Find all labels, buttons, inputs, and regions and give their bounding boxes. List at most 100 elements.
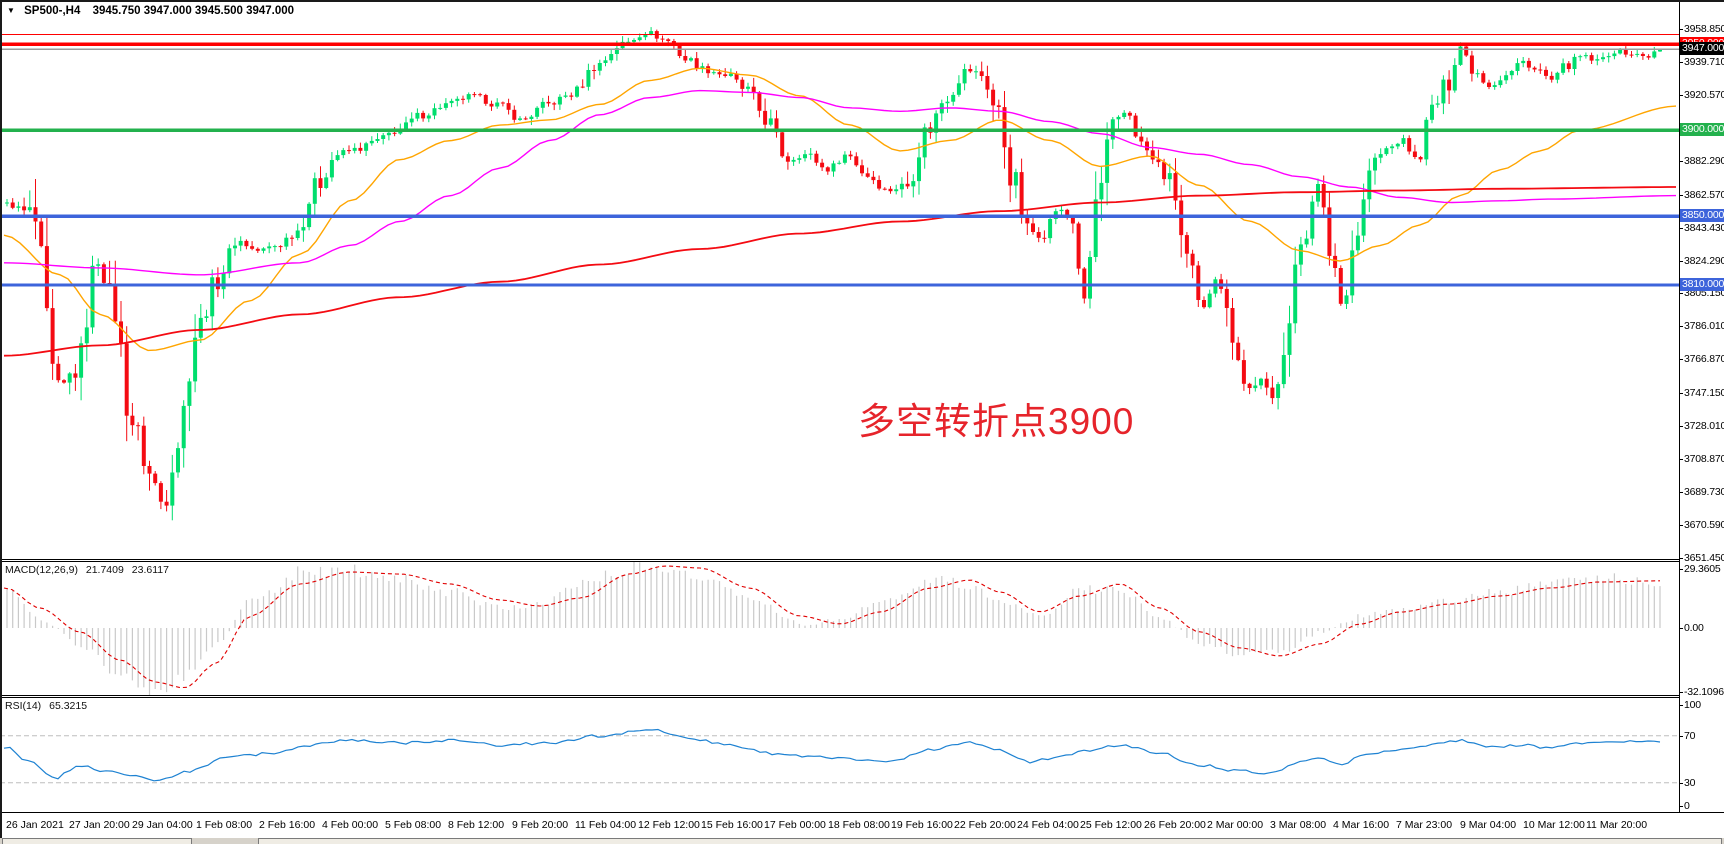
- candle-body: [1093, 199, 1098, 257]
- candle-body: [1498, 80, 1503, 86]
- candle-body: [1247, 383, 1252, 388]
- candle-body: [723, 74, 728, 76]
- candle-body: [728, 73, 733, 76]
- candle-body: [1583, 55, 1588, 57]
- ohlc-values: 3945.750 3947.000 3945.500 3947.000: [92, 5, 295, 17]
- candle-body: [341, 150, 346, 156]
- time-axis-label: 25 Feb 12:00: [1080, 819, 1142, 831]
- macd-panel-svg[interactable]: [0, 561, 1679, 695]
- candle-body: [73, 373, 78, 378]
- candle-body: [181, 405, 186, 449]
- candle-body: [1509, 71, 1514, 76]
- time-axis-label: 2 Mar 00:00: [1207, 819, 1264, 831]
- candle-body: [734, 73, 739, 80]
- candle-body: [814, 153, 819, 163]
- macd-signal-line: [3, 565, 1661, 689]
- candle-body: [649, 31, 654, 35]
- candle-body: [1487, 82, 1491, 87]
- candle-body: [962, 69, 967, 84]
- panel-separator: [0, 561, 1679, 562]
- candle-body: [1184, 235, 1189, 254]
- window-border-top: [0, 0, 1724, 2]
- candle-body: [1532, 67, 1537, 70]
- candle-body: [1298, 244, 1303, 265]
- candle-body: [888, 188, 893, 192]
- candle-body: [506, 103, 511, 110]
- candle-body: [1224, 288, 1229, 308]
- candle-body: [1167, 173, 1172, 180]
- candle-body: [917, 157, 921, 182]
- candle-body: [478, 94, 483, 96]
- candle-body: [255, 248, 260, 251]
- time-axis-border: [0, 812, 1724, 813]
- time-axis-label: 12 Feb 12:00: [638, 819, 700, 831]
- candle-body: [848, 154, 853, 157]
- candle-body: [1526, 60, 1531, 68]
- rsi-panel-svg[interactable]: [0, 697, 1679, 812]
- rsi-line: [3, 728, 1661, 782]
- candle-body: [375, 139, 380, 141]
- candle-body: [16, 206, 21, 208]
- candle-body: [1492, 85, 1497, 87]
- rsi-label: RSI(14): [5, 700, 42, 712]
- candle-body: [1173, 173, 1178, 201]
- candle-body: [894, 189, 899, 192]
- candle-body: [164, 501, 169, 506]
- axis-tick-mark: [1679, 569, 1683, 570]
- candle-body: [529, 116, 534, 119]
- axis-tick-mark: [1679, 62, 1683, 63]
- candle-body: [364, 143, 369, 151]
- candle-body: [518, 118, 522, 120]
- candle-body: [1601, 57, 1605, 60]
- candle-body: [324, 177, 329, 188]
- axis-tick-mark: [1679, 692, 1683, 693]
- candle-body: [774, 118, 779, 133]
- candle-body: [176, 448, 180, 473]
- candle-body: [1418, 157, 1423, 160]
- price-chart-svg[interactable]: [0, 2, 1679, 559]
- candle-body: [432, 108, 437, 116]
- candle-body: [956, 83, 961, 95]
- candle-body: [808, 153, 813, 155]
- time-axis-label: 4 Mar 16:00: [1333, 819, 1390, 831]
- axis-tick-mark: [1679, 261, 1683, 262]
- candles-layer: [5, 27, 1662, 521]
- candle-body: [666, 39, 671, 41]
- candle-body: [96, 264, 101, 266]
- panel-separator: [0, 697, 1679, 698]
- price-badge: 3900.000: [1680, 123, 1724, 136]
- candle-body: [1561, 63, 1566, 73]
- macd-axis-label: -32.1096: [1684, 686, 1724, 698]
- axis-tick-mark: [1679, 326, 1683, 327]
- candle-body: [101, 264, 106, 283]
- candle-body: [1367, 170, 1372, 200]
- candle-body: [1276, 384, 1281, 398]
- candle-body: [267, 246, 272, 249]
- candle-body: [785, 156, 790, 162]
- candle-body: [1344, 295, 1349, 304]
- price-badge: 3810.000: [1680, 278, 1724, 291]
- price-axis-label: 3862.570: [1684, 189, 1724, 201]
- candle-body: [1139, 136, 1144, 142]
- candle-body: [466, 94, 471, 100]
- candle-body: [1196, 265, 1201, 300]
- candle-body: [1504, 75, 1509, 81]
- annotation-text: 多空转折点3900: [858, 401, 1135, 442]
- candle-body: [974, 71, 978, 73]
- price-axis-label: 3882.290: [1684, 155, 1724, 167]
- collapse-ohlc-icon[interactable]: ▼: [7, 6, 15, 15]
- candle-body: [438, 107, 443, 109]
- candle-body: [44, 246, 49, 309]
- axis-tick-mark: [1679, 628, 1683, 629]
- price-axis-label: 3689.730: [1684, 486, 1724, 498]
- candle-body: [1623, 49, 1628, 55]
- time-axis-label: 7 Mar 23:00: [1396, 819, 1453, 831]
- candle-body: [1378, 154, 1383, 158]
- candle-body: [552, 103, 557, 105]
- candle-body: [141, 425, 146, 466]
- axis-tick-mark: [1679, 806, 1683, 807]
- candle-body: [483, 95, 488, 104]
- candle-body: [535, 107, 540, 117]
- time-axis-label: 2 Feb 16:00: [259, 819, 316, 831]
- macd-axis-label: 0.00: [1684, 622, 1704, 634]
